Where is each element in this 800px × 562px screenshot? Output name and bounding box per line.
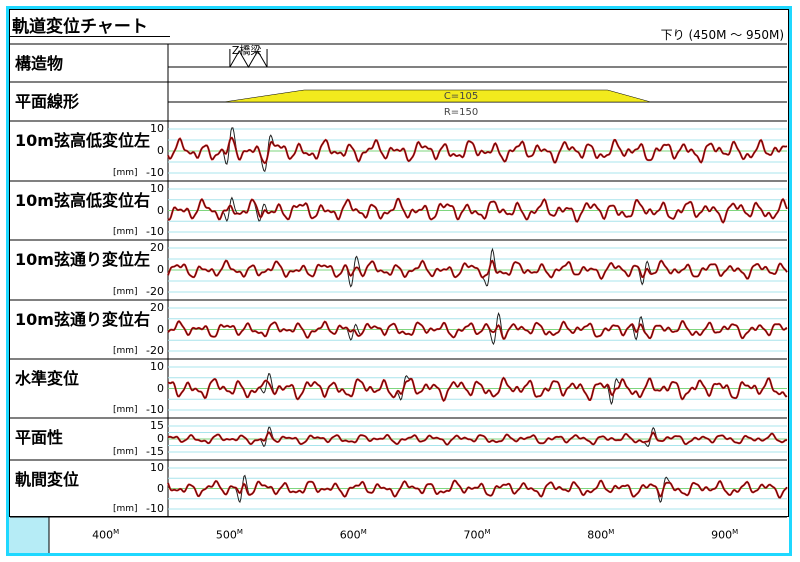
series-group (167, 366, 788, 411)
y-tick-label: -10 (146, 502, 164, 515)
unit-label: [mm] (113, 405, 138, 415)
row-label: 平面線形 (15, 92, 80, 111)
series-line-core (167, 377, 788, 402)
y-tick-label: 0 (157, 432, 164, 445)
range-label: 下り (450M 〜 950M) (660, 28, 784, 42)
unit-label: [mm] (113, 447, 138, 457)
y-tick-label: 0 (157, 144, 164, 157)
y-tick-label: -20 (146, 285, 164, 298)
series-group (167, 188, 788, 233)
series-line-core (167, 480, 788, 499)
y-tick-label: 10 (150, 360, 164, 373)
y-tick-label: -10 (146, 403, 164, 416)
x-tick-label: 500M (215, 528, 243, 542)
row-label: 軌間変位 (15, 470, 80, 489)
y-tick-label: 0 (157, 203, 164, 217)
y-tick-label: 15 (150, 419, 164, 432)
unit-label: [mm] (113, 287, 138, 297)
unit-label: [mm] (113, 504, 138, 514)
curve-label: C=105 (444, 91, 478, 102)
y-tick-label: 20 (150, 301, 164, 314)
x-tick-label: 600M (339, 528, 367, 542)
series-group (167, 467, 788, 510)
series-line-core (167, 260, 788, 280)
page-title: 軌道変位チャート (12, 17, 148, 37)
y-tick-label: -20 (146, 344, 164, 357)
row-label: 10m弦通り変位左 (15, 250, 150, 269)
y-tick-label: 0 (157, 322, 164, 336)
title-divider (10, 36, 170, 37)
row-label: 10m弦通り変位右 (15, 310, 150, 329)
series-group (167, 127, 788, 174)
row-label: 10m弦高低変位右 (15, 191, 150, 210)
x-tick-label: 400M (92, 528, 120, 542)
y-tick-label: -10 (146, 166, 164, 179)
bridge-label: Z橋梁 (232, 43, 262, 57)
y-tick-label: 10 (150, 122, 164, 135)
y-tick-label: 10 (150, 182, 164, 195)
radius-label: R=150 (444, 107, 478, 118)
y-tick-label: -15 (146, 445, 164, 458)
x-tick-label: 700M (463, 528, 491, 542)
row-label: 10m弦高低変位左 (15, 131, 150, 150)
row-label: 構造物 (15, 54, 64, 73)
row-label: 平面性 (15, 428, 64, 447)
y-tick-label: 0 (157, 381, 164, 395)
series-line-raw (167, 312, 788, 346)
y-tick-label: 10 (150, 461, 164, 474)
series-group (167, 307, 788, 352)
y-tick-label: 20 (150, 241, 164, 254)
series-line-core (167, 320, 788, 340)
unit-label: [mm] (113, 168, 138, 178)
curve-shape (223, 89, 651, 103)
x-tick-label: 900M (711, 528, 739, 542)
x-tick-label: 800M (587, 528, 615, 542)
unit-label: [mm] (113, 346, 138, 356)
unit-label: [mm] (113, 227, 138, 237)
series-group (167, 247, 788, 293)
bridge-marker (229, 50, 268, 68)
series-line-core (167, 431, 788, 446)
y-tick-label: 0 (157, 263, 164, 276)
row-label: 水準変位 (15, 369, 80, 388)
series-line-core (167, 198, 788, 224)
y-tick-label: 0 (157, 481, 164, 495)
series-line-raw (167, 127, 788, 173)
series-group (167, 425, 788, 453)
series-line-core (167, 137, 788, 164)
footer-corner (9, 517, 49, 553)
y-tick-label: -10 (146, 225, 164, 238)
